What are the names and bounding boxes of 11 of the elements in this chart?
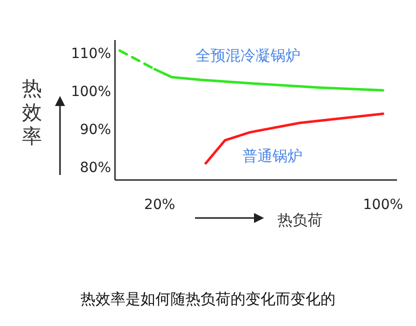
y-tick-label: 100% — [70, 84, 111, 100]
x-axis-title: 热负荷 — [278, 211, 322, 229]
text: 热效率是如何随热负荷的变化而变化的 — [80, 290, 336, 308]
y-tick-label: 90% — [80, 122, 111, 138]
y-tick-label: 110% — [70, 46, 111, 62]
y-tick-label: 80% — [80, 160, 111, 176]
series-label: 普通锅炉 — [242, 146, 303, 165]
y-axis-title: 热效率 — [22, 76, 42, 148]
line-series — [204, 112, 384, 165]
series-label: 全预混冷凝锅炉 — [196, 46, 301, 64]
x-tick-label: 20% — [144, 197, 176, 213]
